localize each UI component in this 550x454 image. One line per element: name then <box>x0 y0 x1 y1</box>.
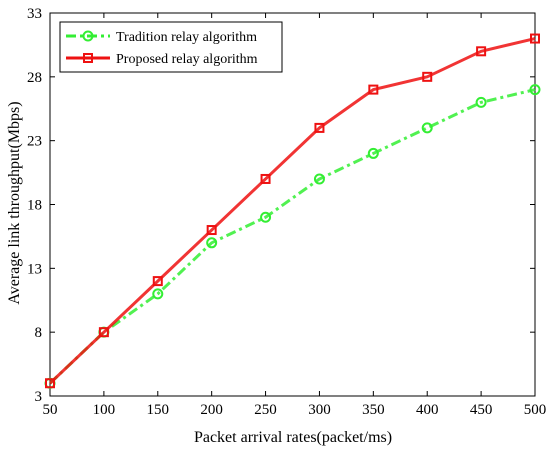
data-point <box>476 46 487 57</box>
x-tick-label: 250 <box>254 402 277 418</box>
x-tick-label: 400 <box>416 402 439 418</box>
data-point <box>206 237 218 249</box>
data-point <box>260 173 271 184</box>
legend-marker <box>83 53 93 63</box>
series-2 <box>45 33 540 389</box>
x-tick-label: 350 <box>362 402 385 418</box>
data-point <box>206 225 217 236</box>
y-tick-label: 18 <box>27 198 42 214</box>
data-point <box>368 84 379 95</box>
y-tick-label: 13 <box>27 261 42 277</box>
x-tick-label: 100 <box>93 402 116 418</box>
x-tick-label: 50 <box>43 402 58 418</box>
data-point <box>367 147 379 159</box>
legend: Tradition relay algorithm Proposed relay … <box>59 21 283 73</box>
data-point <box>45 378 55 389</box>
x-tick-label: 300 <box>308 402 331 418</box>
data-point <box>422 71 433 82</box>
x-tick-label: 150 <box>147 402 170 418</box>
y-axis-title: Average link throughput(Mbps) <box>6 101 23 304</box>
data-point <box>530 33 540 44</box>
series-1 <box>44 84 541 389</box>
series-layer <box>44 33 541 389</box>
data-point <box>98 327 109 338</box>
series-line <box>48 88 536 385</box>
data-point <box>260 211 272 223</box>
data-point <box>152 288 164 300</box>
data-point <box>314 122 325 133</box>
series-line <box>48 37 536 385</box>
y-tick-label: 8 <box>35 325 43 341</box>
data-point <box>152 276 163 287</box>
x-tick-label: 450 <box>470 402 493 418</box>
legend-label: Tradition relay algorithm <box>116 30 257 45</box>
legend-label: Proposed relay algorithm <box>116 52 258 67</box>
y-tick-label: 28 <box>27 70 42 86</box>
legend-marker <box>82 30 94 42</box>
x-tick-label: 500 <box>524 402 547 418</box>
x-tick-label: 200 <box>200 402 223 418</box>
legend-box <box>59 21 283 73</box>
x-axis-title: Packet arrival rates(packet/ms) <box>194 429 392 446</box>
axes: 50 100 150 200 250 300 350 400 450 500 3 8 13 18 23 28 3… <box>27 6 546 418</box>
data-point <box>313 173 325 185</box>
data-point <box>421 122 433 134</box>
data-point <box>475 96 487 108</box>
y-tick-label: 33 <box>27 6 42 22</box>
y-tick-label: 23 <box>27 134 42 150</box>
y-tick-label: 3 <box>35 389 43 405</box>
data-point <box>529 84 541 96</box>
